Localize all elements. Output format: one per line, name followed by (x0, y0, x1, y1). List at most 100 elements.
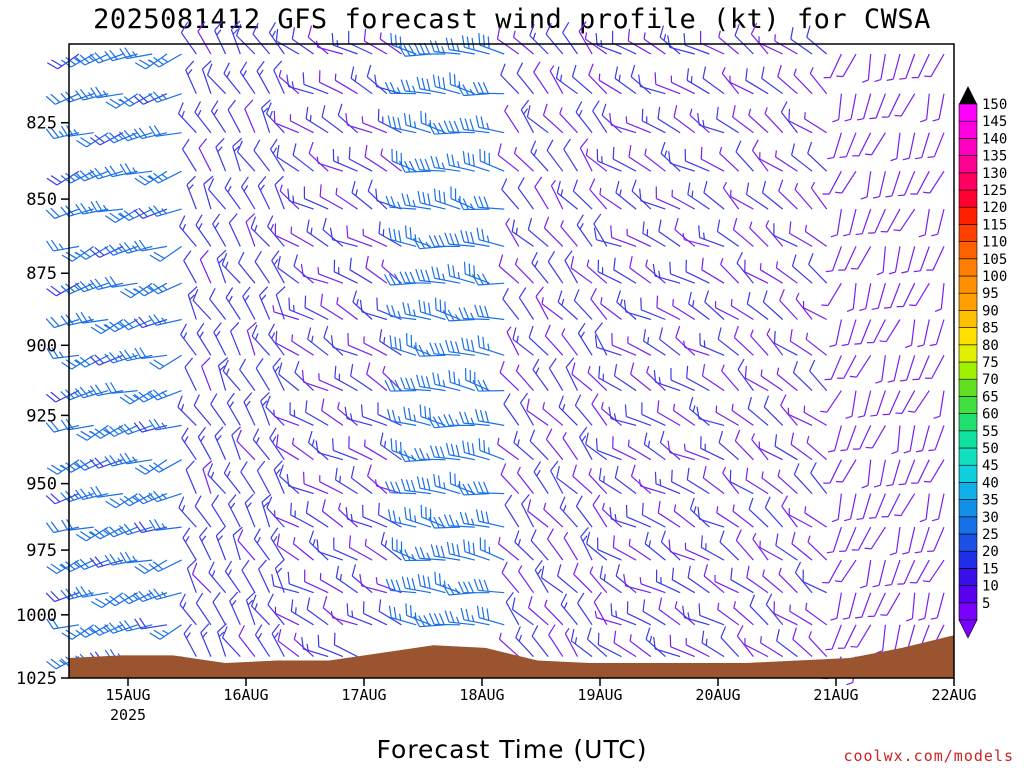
wind-barb (330, 335, 358, 356)
wind-barb (75, 202, 109, 215)
wind-barb (645, 627, 666, 658)
wind-barb (420, 504, 446, 528)
wind-barb (390, 438, 417, 461)
wind-barb (840, 425, 857, 452)
wind-barb (902, 132, 916, 161)
colorbar-label: 90 (982, 303, 999, 319)
wind-barb (391, 537, 417, 561)
wind-barb (185, 460, 197, 494)
wind-barb (406, 333, 432, 356)
colorbar-swatch (958, 430, 978, 449)
wind-barb (918, 592, 930, 621)
wind-barb (260, 99, 271, 133)
wind-barb (506, 326, 520, 356)
wind-barb (643, 32, 666, 55)
wind-barb (431, 266, 461, 284)
wind-barb (304, 295, 329, 321)
wind-barb (835, 459, 857, 483)
wind-barb (585, 432, 608, 461)
wind-barb (497, 143, 520, 172)
wind-barb (825, 246, 842, 273)
wind-barb (286, 74, 314, 95)
wind-barb (774, 34, 798, 55)
wind-barb (134, 617, 168, 630)
wind-barb (919, 493, 930, 523)
wind-barb (572, 179, 593, 210)
wind-barb (526, 105, 549, 134)
wind-barb (514, 530, 534, 561)
wind-barb (317, 267, 344, 284)
wind-barb (290, 502, 314, 528)
wind-barb (773, 330, 798, 356)
wind-barb (498, 254, 520, 284)
wind-barb (843, 493, 857, 522)
wind-barb (148, 459, 182, 473)
wind-barb (240, 461, 256, 494)
wind-barb (689, 108, 710, 134)
wind-barb (378, 599, 402, 626)
wind-barb (644, 148, 666, 172)
wind-barb (274, 175, 285, 210)
wind-barb (696, 406, 725, 426)
wind-barb (322, 217, 344, 247)
wind-barb (930, 592, 945, 620)
wind-barb (61, 624, 95, 640)
wind-barb (134, 239, 168, 252)
wind-barb (839, 132, 857, 158)
wind-barb (872, 559, 886, 588)
wind-barb (348, 535, 373, 561)
wind-barb (332, 148, 358, 172)
wind-barb (273, 60, 285, 94)
x-tick-label: 18AUG (459, 686, 504, 704)
wind-barb (287, 571, 314, 594)
wind-barb (558, 395, 578, 426)
wind-barb (428, 235, 461, 247)
wind-barb (511, 219, 534, 247)
wind-barb (730, 189, 754, 210)
wind-barb (804, 112, 828, 134)
colorbar-swatch (958, 189, 978, 208)
wind-barb (699, 30, 725, 55)
wind-barb (305, 500, 329, 528)
wind-barb (688, 291, 710, 320)
wind-barb (367, 179, 388, 210)
wind-barb (832, 93, 842, 123)
wind-barb (513, 146, 534, 172)
wind-barb (287, 188, 314, 210)
wind-barb (449, 72, 476, 95)
wind-barb (613, 630, 637, 658)
wind-barb (557, 290, 578, 320)
wind-barb (844, 93, 857, 122)
wind-barb (570, 629, 593, 658)
wind-barb (876, 246, 886, 276)
wind-barb (475, 115, 505, 134)
colorbar-swatch (958, 310, 978, 328)
wind-barb (504, 104, 520, 134)
wind-barb (516, 62, 534, 95)
wind-barb (658, 219, 681, 247)
wind-barb (447, 263, 475, 284)
wind-barb (806, 25, 828, 55)
wind-barb (275, 330, 300, 356)
wind-barb (571, 64, 593, 95)
credit-text[interactable]: coolwx.com/models (843, 747, 1014, 765)
wind-barb (385, 578, 417, 594)
wind-barb (184, 357, 197, 391)
wind-barb (222, 359, 241, 391)
wind-barb (351, 564, 373, 594)
wind-barb (774, 150, 798, 172)
wind-barb (321, 105, 344, 134)
wind-barb (215, 526, 227, 561)
wind-barb (75, 526, 109, 542)
wind-barb (920, 93, 930, 123)
wind-barb (75, 459, 109, 471)
wind-barb (528, 595, 549, 626)
wind-barb (793, 68, 813, 95)
wind-barb (654, 72, 681, 95)
wind-barb (75, 88, 109, 101)
wind-barb (571, 362, 593, 392)
wind-barb (643, 432, 666, 461)
wind-barb (659, 430, 681, 461)
wind-barb (883, 282, 901, 309)
wind-barb (698, 603, 725, 626)
